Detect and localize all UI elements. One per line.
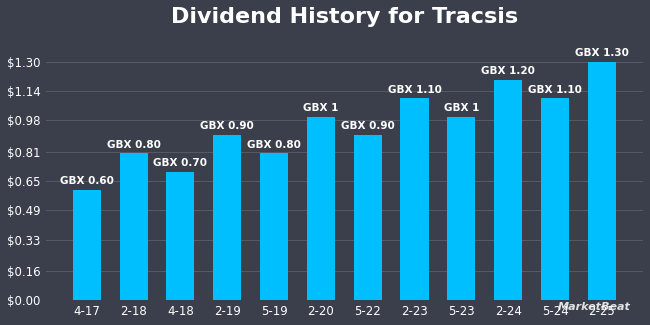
Bar xyxy=(307,117,335,300)
Bar xyxy=(541,98,569,300)
Text: GBX 1: GBX 1 xyxy=(444,103,479,113)
Bar xyxy=(400,98,428,300)
Text: GBX 0.80: GBX 0.80 xyxy=(247,140,301,150)
Bar xyxy=(494,80,522,300)
Text: GBX 0.70: GBX 0.70 xyxy=(153,158,207,168)
Title: Dividend History for Tracsis: Dividend History for Tracsis xyxy=(171,7,518,27)
Text: GBX 1.10: GBX 1.10 xyxy=(387,85,441,95)
Text: GBX 0.90: GBX 0.90 xyxy=(200,121,254,131)
Bar xyxy=(73,190,101,300)
Bar xyxy=(120,153,148,300)
Bar xyxy=(447,117,475,300)
Bar xyxy=(588,62,616,300)
Bar xyxy=(213,135,241,300)
Text: GBX 0.90: GBX 0.90 xyxy=(341,121,395,131)
Text: GBX 1: GBX 1 xyxy=(303,103,339,113)
Bar xyxy=(354,135,382,300)
Bar xyxy=(260,153,288,300)
Text: MarketBeat: MarketBeat xyxy=(558,302,630,312)
Text: GBX 0.60: GBX 0.60 xyxy=(60,176,114,187)
Text: GBX 1.10: GBX 1.10 xyxy=(528,85,582,95)
Text: GBX 0.80: GBX 0.80 xyxy=(107,140,161,150)
Text: GBX 1.20: GBX 1.20 xyxy=(481,66,535,76)
Bar xyxy=(166,172,194,300)
Text: GBX 1.30: GBX 1.30 xyxy=(575,48,629,58)
